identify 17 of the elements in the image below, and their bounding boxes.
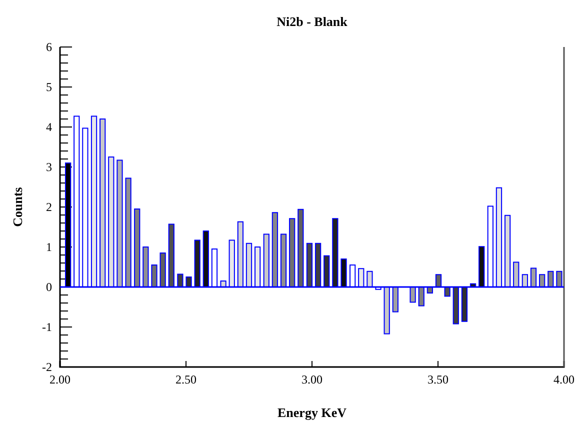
y-tick-label: 0 <box>46 280 52 294</box>
x-tick-label: 3.50 <box>428 372 448 387</box>
y-tick-label: -2 <box>42 360 52 374</box>
chart-title: Ni2b - Blank <box>276 14 348 29</box>
y-tick-label: 4 <box>46 120 52 134</box>
y-axis-title: Counts <box>10 187 25 227</box>
x-axis-title: Energy KeV <box>278 405 348 420</box>
x-tick-label: 2.50 <box>176 372 196 387</box>
y-tick-label: 6 <box>46 40 52 54</box>
y-tick-label: -1 <box>42 320 52 334</box>
x-tick-label: 4.00 <box>554 372 574 387</box>
y-tick-label: 5 <box>46 80 52 94</box>
y-tick-label: 2 <box>46 200 52 214</box>
x-tick-label: 2.00 <box>50 372 70 387</box>
y-tick-label: 3 <box>46 160 52 174</box>
x-tick-label: 3.00 <box>302 372 322 387</box>
y-tick-label: 1 <box>46 240 52 254</box>
